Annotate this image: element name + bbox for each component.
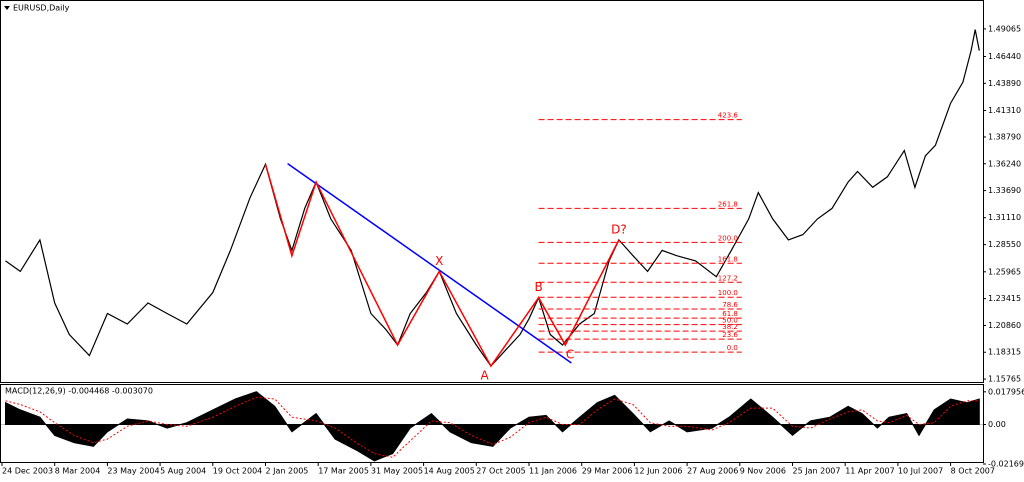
price-panel-frame: [0, 0, 984, 383]
x-tick-label: 12 Jun 2006: [634, 467, 682, 476]
y-tick-label: 0.00: [988, 420, 1006, 429]
x-tick-label: 17 Mar 2005: [318, 467, 369, 476]
fib-label: 161.8: [718, 255, 738, 263]
fib-label: 38.2: [722, 323, 738, 331]
annotation: B: [534, 280, 542, 294]
y-tick-label: 1.18315: [988, 348, 1021, 357]
x-tick-label: 11 Jan 2006: [529, 467, 577, 476]
x-tick-label: 14 Aug 2005: [424, 467, 475, 476]
fib-label: 0.0: [727, 344, 738, 352]
y-tick-label: -0.021694: [988, 459, 1024, 468]
y-tick-label: 1.28550: [988, 240, 1021, 249]
fib-label: 61.8: [722, 310, 738, 318]
fib-label: 78.6: [722, 301, 738, 309]
drawn-line: [287, 162, 572, 364]
y-tick-label: 1.38790: [988, 132, 1021, 141]
fib-label: 100.0: [718, 289, 738, 297]
y-tick-label: 1.41310: [988, 106, 1021, 115]
y-tick-label: 0.017956: [988, 387, 1024, 396]
x-tick-label: 27 Oct 2005: [476, 467, 525, 476]
x-tick-label: 29 Mar 2006: [582, 467, 633, 476]
x-tick-label: 27 Aug 2006: [687, 467, 738, 476]
y-tick-label: 1.31110: [988, 213, 1021, 222]
x-tick-label: 2 Jan 2005: [266, 467, 309, 476]
x-tick-label: 8 Oct 2007: [951, 467, 995, 476]
annotation: A: [481, 369, 490, 383]
x-tick-label: 9 Nov 2006: [740, 467, 786, 476]
x-tick-label: 10 Jul 2007: [898, 467, 943, 476]
annotation: X: [435, 254, 443, 268]
fib-label: 50.0: [722, 317, 738, 325]
title-marker: [4, 6, 10, 10]
x-tick-label: 5 Aug 2004: [160, 467, 206, 476]
x-tick-label: 31 May 2005: [371, 467, 423, 476]
annotation: D?: [611, 222, 627, 236]
y-tick-label: 1.43890: [988, 79, 1021, 88]
fib-label: 23.6: [722, 331, 738, 339]
y-tick-label: 1.15765: [988, 375, 1021, 384]
drawn-line: [264, 163, 620, 368]
x-tick-label: 23 May 2004: [107, 467, 159, 476]
x-tick-label: 11 Apr 2007: [845, 467, 894, 476]
annotation: C: [566, 348, 574, 362]
x-tick-label: 25 Jan 2007: [793, 467, 841, 476]
macd-signal: [5, 396, 980, 458]
fib-label: 127.2: [718, 274, 738, 282]
x-tick-label: 24 Dec 2003: [2, 467, 53, 476]
y-tick-label: 1.25965: [988, 267, 1021, 276]
macd-title: MACD(12,26,9) -0.004468 -0.003070: [5, 387, 153, 396]
fib-label: 200.0: [718, 234, 738, 242]
fib-label: 261.8: [718, 200, 738, 208]
chart-title: EURUSD,Daily: [13, 4, 70, 13]
x-tick-label: 8 Mar 2004: [55, 467, 101, 476]
macd-histogram: [5, 391, 980, 462]
y-tick-label: 1.20860: [988, 321, 1021, 330]
y-tick-label: 1.23415: [988, 294, 1021, 303]
y-tick-label: 1.36240: [988, 159, 1021, 168]
y-tick-label: 1.49065: [988, 24, 1021, 33]
y-tick-label: 1.46440: [988, 52, 1021, 61]
x-tick-label: 19 Oct 2004: [213, 467, 262, 476]
y-tick-label: 1.33690: [988, 186, 1021, 195]
fib-label: 423.6: [718, 112, 739, 120]
macd-panel-frame: [0, 384, 984, 463]
